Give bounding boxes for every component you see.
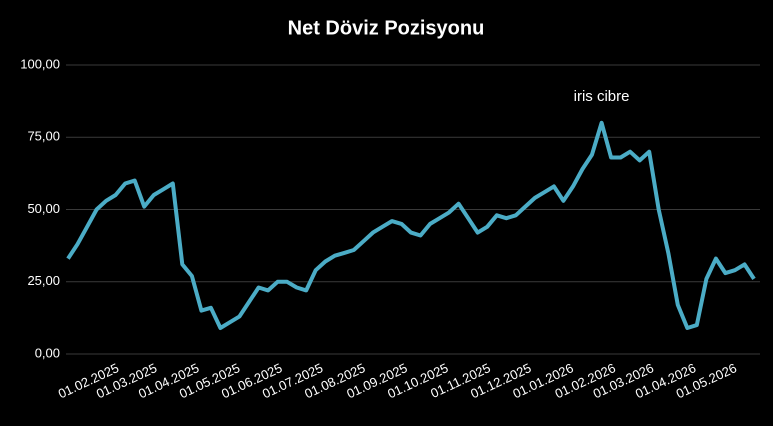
y-tick-label: 75,00 [27,129,60,144]
annotation: iris cibre [574,88,630,105]
y-tick-label: 50,00 [27,201,60,216]
data-line [66,120,756,330]
y-tick-label: 100,00 [20,56,60,71]
y-tick-label: 0,00 [35,345,60,360]
chart-title: Net Döviz Pozisyonu [288,17,485,39]
y-tick-label: 25,00 [27,273,60,288]
